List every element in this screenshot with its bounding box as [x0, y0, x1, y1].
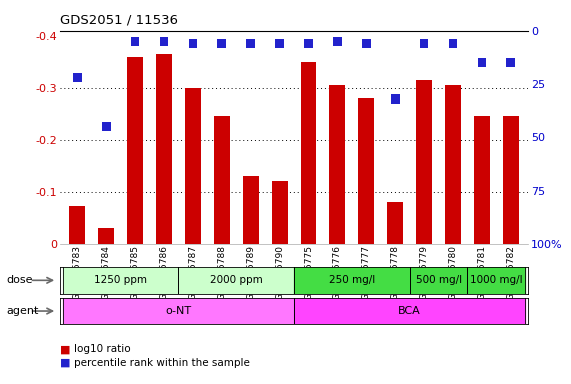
Text: 500 mg/l: 500 mg/l — [416, 275, 461, 285]
Bar — [409, 267, 468, 294]
Bar — [275, 39, 284, 48]
Bar — [474, 116, 490, 244]
Bar — [304, 39, 313, 48]
Text: o-NT: o-NT — [166, 306, 191, 316]
Bar — [387, 202, 403, 244]
Bar — [131, 37, 139, 46]
Bar — [359, 98, 374, 244]
Bar — [449, 39, 457, 48]
Bar — [188, 39, 197, 48]
Bar — [73, 73, 82, 82]
Bar — [69, 206, 85, 244]
Bar — [156, 54, 172, 244]
Bar — [391, 94, 400, 104]
Bar — [160, 37, 168, 46]
Bar — [468, 267, 525, 294]
Bar — [333, 37, 342, 46]
Text: 1250 ppm: 1250 ppm — [94, 275, 147, 285]
Bar — [272, 182, 288, 244]
Bar — [362, 39, 371, 48]
Bar — [300, 62, 316, 244]
Bar — [503, 116, 519, 244]
Bar — [63, 267, 179, 294]
Bar — [185, 88, 201, 244]
Bar — [63, 298, 294, 324]
Bar — [445, 85, 461, 244]
Text: agent: agent — [7, 306, 39, 316]
Text: percentile rank within the sample: percentile rank within the sample — [74, 358, 250, 368]
Bar — [98, 228, 114, 244]
Bar — [243, 176, 259, 244]
Bar — [102, 122, 111, 131]
Bar — [420, 39, 428, 48]
Bar — [294, 267, 409, 294]
Bar — [179, 267, 294, 294]
Bar — [127, 57, 143, 244]
Text: dose: dose — [7, 275, 33, 285]
Bar — [506, 58, 515, 67]
Bar — [214, 116, 230, 244]
Bar — [294, 298, 525, 324]
Text: 1000 mg/l: 1000 mg/l — [470, 275, 522, 285]
Text: ■: ■ — [60, 344, 70, 354]
Bar — [477, 58, 486, 67]
Bar — [329, 85, 345, 244]
Bar — [246, 39, 255, 48]
Text: log10 ratio: log10 ratio — [74, 344, 131, 354]
Text: ■: ■ — [60, 358, 70, 368]
Text: GDS2051 / 11536: GDS2051 / 11536 — [60, 13, 178, 26]
Bar — [218, 39, 226, 48]
Bar — [416, 80, 432, 244]
Text: 2000 ppm: 2000 ppm — [210, 275, 263, 285]
Text: 250 mg/l: 250 mg/l — [329, 275, 375, 285]
Text: BCA: BCA — [399, 306, 421, 316]
